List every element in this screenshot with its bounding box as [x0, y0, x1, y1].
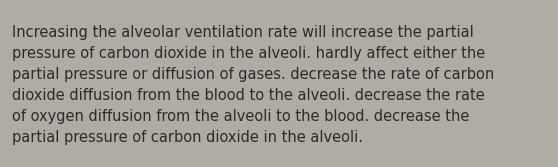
Text: Increasing the alveolar ventilation rate will increase the partial
pressure of c: Increasing the alveolar ventilation rate…: [12, 25, 494, 145]
